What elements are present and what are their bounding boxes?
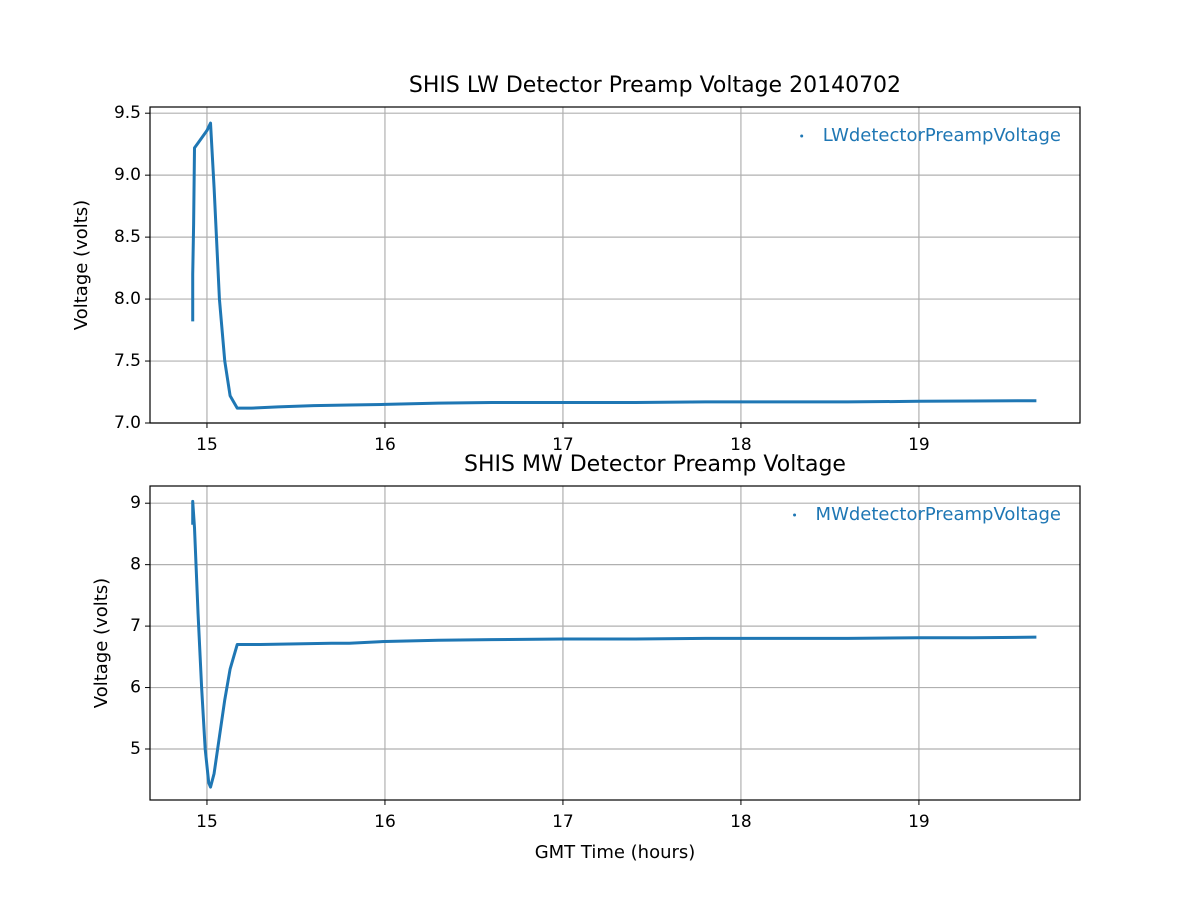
y-tick-label: 9.5 — [114, 103, 141, 123]
y-axis-label: Voltage (volts) — [71, 200, 92, 330]
y-tick-label: 8 — [130, 555, 141, 575]
x-tick-label: 17 — [552, 812, 574, 832]
x-tick-label: 16 — [374, 812, 396, 832]
x-tick-label: 19 — [908, 812, 930, 832]
x-tick-label: 15 — [196, 435, 218, 455]
data-line — [191, 121, 1037, 410]
data-line — [191, 499, 1037, 789]
axes-frame — [149, 106, 1081, 424]
x-tick-label: 18 — [730, 812, 752, 832]
x-tick-label: 17 — [552, 435, 574, 455]
y-tick-label: 7.0 — [114, 413, 141, 433]
y-axis-label: Voltage (volts) — [91, 578, 112, 708]
x-tick-label: 15 — [196, 812, 218, 832]
x-tick-label: 16 — [374, 435, 396, 455]
axes-frame — [149, 485, 1081, 801]
chart-title: SHIS MW Detector Preamp Voltage — [464, 452, 846, 477]
y-tick-label: 6 — [130, 678, 141, 698]
y-tick-label: 8.0 — [114, 289, 141, 309]
x-tick-label: 19 — [908, 435, 930, 455]
legend-label: MWdetectorPreampVoltage — [816, 504, 1061, 525]
y-tick-label: 5 — [130, 739, 141, 759]
y-tick-label: 8.5 — [114, 227, 141, 247]
legend-marker — [793, 513, 797, 517]
y-tick-label: 9 — [130, 493, 141, 513]
y-tick-label: 7.5 — [114, 351, 141, 371]
y-tick-label: 9.0 — [114, 165, 141, 185]
legend-label: LWdetectorPreampVoltage — [823, 125, 1061, 146]
chart-title: SHIS LW Detector Preamp Voltage 20140702 — [409, 73, 901, 98]
x-tick-label: 18 — [730, 435, 752, 455]
legend-marker — [800, 134, 804, 138]
x-axis-label: GMT Time (hours) — [535, 842, 696, 863]
y-tick-label: 7 — [130, 616, 141, 636]
